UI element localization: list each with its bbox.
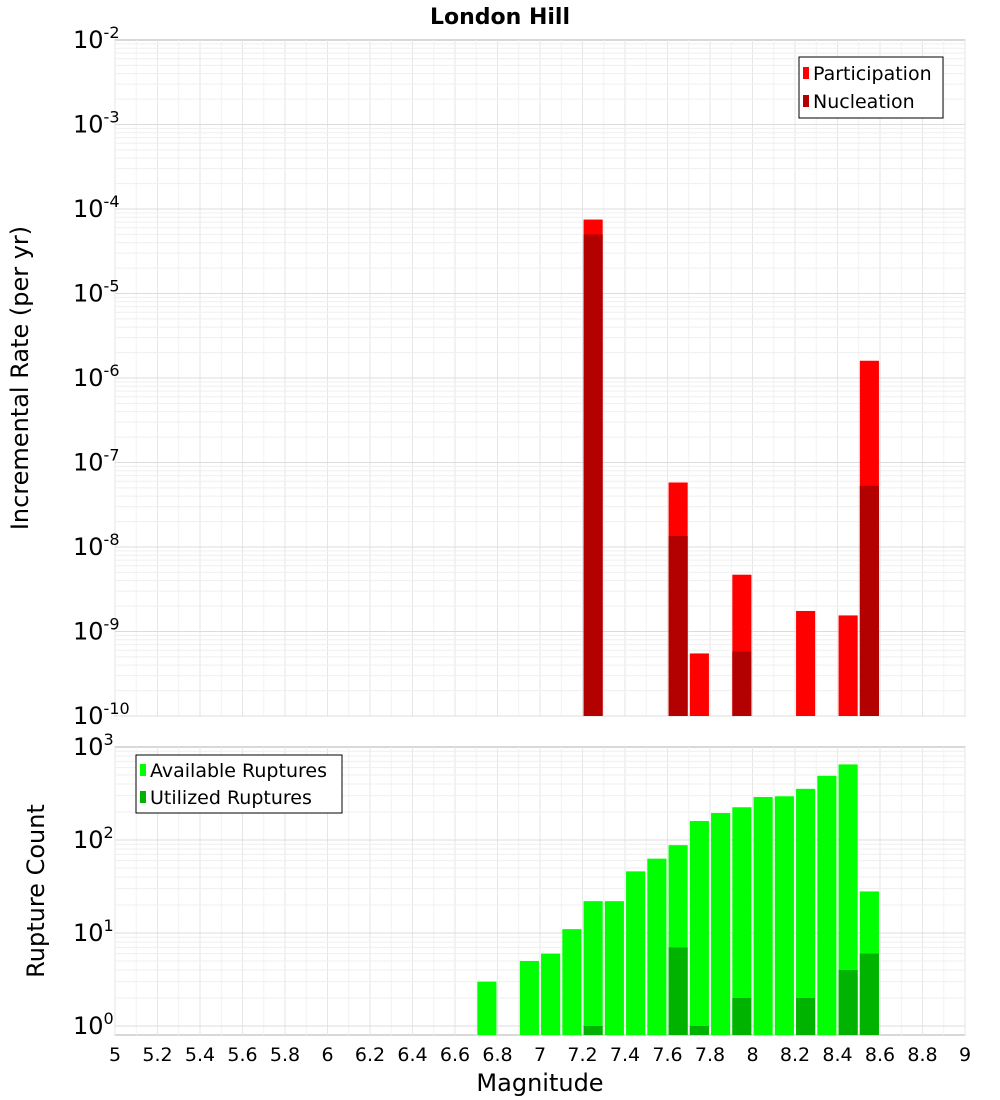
available-ruptures-bar <box>477 981 497 1035</box>
rate-y-tick-labels: 10-10 10-9 10-8 10-7 10-6 10-5 10-4 10-3 10-2 <box>73 23 130 730</box>
magnitude-tick-label: 6 <box>321 1044 333 1066</box>
magnitude-tick-label: 8.6 <box>865 1044 895 1066</box>
magnitude-tick-label: 6.4 <box>397 1044 427 1066</box>
utilized-ruptures-bar <box>689 1025 709 1035</box>
magnitude-tick-label: 5.6 <box>227 1044 257 1066</box>
participation-legend-label: Participation <box>813 63 932 85</box>
participation-bar <box>838 615 858 716</box>
available-ruptures-bar <box>838 764 858 1035</box>
magnitude-tick-label: 8.4 <box>822 1044 852 1066</box>
magnitude-tick-label: 8 <box>746 1044 758 1066</box>
available-ruptures-bar <box>583 901 603 1035</box>
magnitude-tick-label: 5.4 <box>185 1044 215 1066</box>
count-y-tick-label: 103 <box>73 730 114 761</box>
magnitude-tick-label: 5.2 <box>142 1044 172 1066</box>
count-legend-box <box>135 754 343 814</box>
magnitude-tick-label: 6.6 <box>440 1044 470 1066</box>
magnitude-tick-label: 7.2 <box>567 1044 597 1066</box>
utilized-legend-label: Utilized Ruptures <box>150 787 312 809</box>
magnitude-tick-labels: 5 5.2 5.4 5.6 5.8 6 6.2 6.4 6.6 6.8 7 7.2 7.4 7.6 7.8 8… <box>109 1044 971 1066</box>
utilized-ruptures-bar <box>796 997 816 1035</box>
available-ruptures-bar <box>604 901 624 1035</box>
rate-y-tick-label: 10-4 <box>73 192 120 223</box>
rate-y-tick-label: 10-2 <box>73 23 120 54</box>
chart-title: London Hill <box>430 5 570 30</box>
rate-bars <box>583 219 879 717</box>
rate-y-tick-label: 10-10 <box>73 699 130 730</box>
magnitude-tick-label: 9 <box>959 1044 971 1066</box>
magnitude-tick-label: 7.6 <box>652 1044 682 1066</box>
magnitude-tick-label: 7 <box>534 1044 546 1066</box>
available-legend-swatch <box>140 764 146 776</box>
utilized-ruptures-bar <box>859 953 879 1035</box>
available-ruptures-bar <box>519 960 539 1035</box>
count-grid <box>114 747 966 1035</box>
magnitude-tick-label: 7.4 <box>610 1044 640 1066</box>
available-ruptures-bar <box>562 929 582 1035</box>
available-ruptures-bar <box>774 796 794 1035</box>
magnitude-tick-label: 7.8 <box>695 1044 725 1066</box>
magnitude-axis-label: Magnitude <box>476 1069 603 1097</box>
magnitude-tick-label: 8.8 <box>907 1044 937 1066</box>
utilized-ruptures-bar <box>838 969 858 1035</box>
count-chart: 100 101 102 103 5 5.2 5.4 5.6 5.8 6 6.2 6.4 6.6 6.8 7… <box>22 730 971 1097</box>
count-legend: Available Ruptures Utilized Ruptures <box>135 754 343 814</box>
rate-y-tick-label: 10-8 <box>73 530 120 561</box>
nucleation-legend-label: Nucleation <box>813 91 915 113</box>
rate-y-tick-label: 10-7 <box>73 446 120 477</box>
utilized-legend-swatch <box>140 791 146 803</box>
available-ruptures-bar <box>626 871 646 1035</box>
magnitude-tick-label: 6.8 <box>482 1044 512 1066</box>
utilized-ruptures-bar <box>668 947 688 1035</box>
available-ruptures-bar <box>732 807 752 1035</box>
count-y-axis-label: Rupture Count <box>22 804 50 978</box>
participation-bar <box>689 653 709 716</box>
rate-chart: London Hill 10-1010-910-810-710-610-510-… <box>6 5 966 730</box>
participation-legend-swatch <box>803 67 809 79</box>
count-y-tick-label: 100 <box>73 1009 114 1040</box>
count-y-tick-label: 102 <box>73 823 114 854</box>
nucleation-bar <box>859 485 879 716</box>
nucleation-bar <box>668 535 688 716</box>
rate-y-tick-label: 10-3 <box>73 108 120 139</box>
available-ruptures-bar <box>541 953 561 1035</box>
count-bars <box>477 764 879 1035</box>
rate-grid <box>114 40 966 717</box>
rate-y-tick-label: 10-6 <box>73 361 120 392</box>
available-ruptures-bar <box>711 813 731 1035</box>
nucleation-bar <box>583 234 603 717</box>
count-y-tick-labels: 100 101 102 103 <box>73 730 114 1040</box>
participation-bar <box>796 610 816 716</box>
rate-legend-box <box>798 56 944 119</box>
available-ruptures-bar <box>647 858 667 1035</box>
magnitude-tick-label: 6.2 <box>355 1044 385 1066</box>
available-ruptures-bar <box>753 796 773 1035</box>
rate-y-tick-label: 10-9 <box>73 615 120 646</box>
count-y-tick-label: 101 <box>73 916 114 947</box>
available-ruptures-bar <box>689 821 709 1035</box>
rate-y-tick-label: 10-5 <box>73 277 120 308</box>
rate-y-axis-label: Incremental Rate (per yr) <box>6 226 34 530</box>
magnitude-tick-label: 5.8 <box>270 1044 300 1066</box>
available-legend-label: Available Ruptures <box>150 760 327 782</box>
nucleation-legend-swatch <box>803 95 809 107</box>
magnitude-tick-label: 8.2 <box>780 1044 810 1066</box>
available-ruptures-bar <box>817 775 837 1035</box>
magnitude-tick-label: 5 <box>109 1044 121 1066</box>
rate-legend: Participation Nucleation <box>798 56 944 119</box>
utilized-ruptures-bar <box>732 997 752 1035</box>
available-ruptures-bar <box>796 788 816 1035</box>
nucleation-bar <box>732 651 752 716</box>
utilized-ruptures-bar <box>583 1025 603 1035</box>
